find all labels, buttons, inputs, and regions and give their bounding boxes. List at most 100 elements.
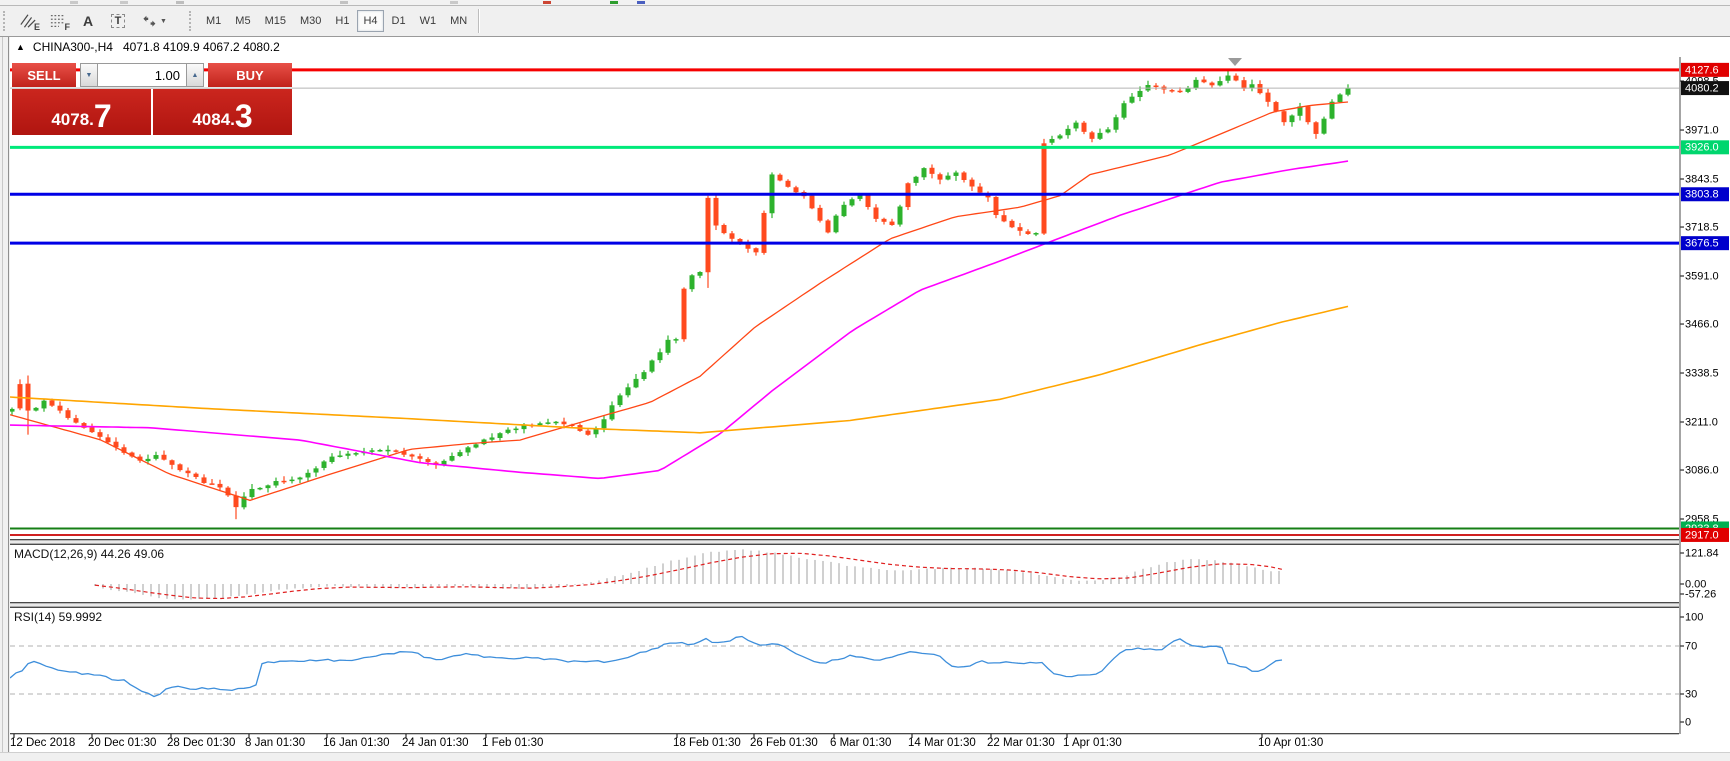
price-badge-4127.6: 4127.6: [1681, 62, 1729, 77]
tf-button-M5[interactable]: M5: [229, 10, 256, 32]
macd-label: MACD(12,26,9) 44.26 49.06: [14, 547, 165, 561]
svg-text:3803.8: 3803.8: [1685, 189, 1719, 201]
moving-average-med: [10, 160, 1349, 480]
collapse-arrow-icon[interactable]: ▲: [16, 42, 25, 52]
dropdown-caret-icon: ▼: [160, 17, 167, 25]
tf-button-M15[interactable]: M15: [259, 10, 292, 32]
svg-text:8 Jan 01:30: 8 Jan 01:30: [245, 737, 305, 749]
toolbar-grip[interactable]: [3, 11, 8, 31]
toolbar-fragment: [637, 1, 645, 4]
buy-price-display[interactable]: 4084. 3: [153, 89, 292, 135]
svg-text:1 Feb 01:30: 1 Feb 01:30: [482, 737, 543, 749]
svg-text:3843.5: 3843.5: [1685, 173, 1719, 185]
volume-input[interactable]: [98, 63, 186, 87]
tf-button-MN[interactable]: MN: [444, 10, 473, 32]
window-bottom-edge: [0, 752, 1730, 761]
fibonacci-icon: [50, 15, 64, 27]
macd-histogram: [94, 549, 1280, 600]
svg-text:2917.0: 2917.0: [1685, 529, 1719, 541]
window-left-border: [2, 37, 3, 752]
svg-text:24 Jan 01:30: 24 Jan 01:30: [402, 737, 469, 749]
svg-text:16 Jan 01:30: 16 Jan 01:30: [323, 737, 390, 749]
svg-text:3971.0: 3971.0: [1685, 124, 1719, 136]
svg-text:4127.6: 4127.6: [1685, 64, 1719, 76]
svg-text:20 Dec 01:30: 20 Dec 01:30: [88, 737, 156, 749]
buy-button[interactable]: BUY: [208, 63, 292, 87]
price-badge-2917.0: 2917.0: [1681, 527, 1729, 542]
chart-canvas[interactable]: 4098.53971.03843.53718.53591.03466.03338…: [0, 57, 1730, 752]
channel-icon: [20, 14, 36, 28]
svg-text:100: 100: [1685, 611, 1703, 623]
tf-button-W1[interactable]: W1: [414, 10, 443, 32]
toolbar-fragment: [610, 1, 618, 4]
volume-increase-button[interactable]: ▲: [186, 63, 204, 87]
text-label-button[interactable]: A: [73, 9, 103, 33]
fibonacci-icon-letter: F: [64, 22, 71, 32]
text-box-button[interactable]: T: [103, 9, 133, 33]
svg-text:3676.5: 3676.5: [1685, 238, 1719, 250]
chart-shift-marker-icon: [1228, 58, 1242, 66]
svg-text:4080.2: 4080.2: [1685, 82, 1719, 94]
price-badge-4080.2: 4080.2: [1681, 81, 1729, 96]
svg-text:121.84: 121.84: [1685, 547, 1719, 559]
tf-button-D1[interactable]: D1: [386, 10, 412, 32]
spinner-up-icon: ▲: [191, 71, 199, 79]
tf-button-M1[interactable]: M1: [200, 10, 227, 32]
equidistant-channel-button[interactable]: E: [13, 9, 43, 33]
fibonacci-button[interactable]: F: [43, 9, 73, 33]
tf-button-H1[interactable]: H1: [329, 10, 355, 32]
toolbar-fragment: [120, 1, 128, 4]
volume-decrease-button[interactable]: ▼: [80, 63, 98, 87]
timeframe-button-group: M1 M5 M15 M30 H1 H4 D1 W1 MN: [199, 10, 474, 32]
arrows-objects-button[interactable]: ▼: [133, 9, 175, 33]
moving-average-fast: [10, 101, 1349, 502]
svg-text:10 Apr 01:30: 10 Apr 01:30: [1258, 737, 1323, 749]
svg-text:22 Mar 01:30: 22 Mar 01:30: [987, 737, 1055, 749]
svg-text:3338.5: 3338.5: [1685, 367, 1719, 379]
price-axis: 4098.53971.03843.53718.53591.03466.03338…: [1680, 75, 1719, 728]
svg-text:14 Mar 01:30: 14 Mar 01:30: [908, 737, 976, 749]
toolbar-fragment: [543, 1, 551, 4]
tf-button-H4[interactable]: H4: [357, 10, 384, 32]
rsi-line: [10, 635, 1283, 698]
price-badge-3676.5: 3676.5: [1681, 236, 1729, 251]
toolbar-fragment: [450, 1, 458, 4]
text-label-icon: A: [82, 13, 94, 29]
moving-average-slow: [10, 305, 1349, 434]
one-click-trading-panel: SELL ▼ ▲ BUY 4078. 7 4084. 3: [12, 63, 292, 135]
toolbar-fragment: [176, 1, 184, 4]
macd-signal-line: [94, 552, 1284, 600]
toolbar-fragment: [340, 1, 348, 4]
svg-text:3466.0: 3466.0: [1685, 318, 1719, 330]
window-left-border-inner: [8, 37, 9, 752]
sell-price-display[interactable]: 4078. 7: [12, 89, 151, 135]
svg-text:3718.5: 3718.5: [1685, 221, 1719, 233]
toolbar-fragment: [70, 1, 78, 4]
toolbar-grip[interactable]: [189, 11, 194, 31]
tf-button-M30[interactable]: M30: [294, 10, 327, 32]
chart-ohlc-values: 4071.8 4109.9 4067.2 4080.2: [122, 40, 280, 54]
spinner-down-icon: ▼: [85, 71, 93, 79]
svg-text:30: 30: [1685, 688, 1697, 700]
svg-text:70: 70: [1685, 640, 1697, 652]
buy-price-main: 4084.: [192, 110, 235, 129]
svg-text:3211.0: 3211.0: [1685, 416, 1718, 428]
sell-price-big-digit: 7: [93, 98, 112, 134]
svg-text:3926.0: 3926.0: [1685, 142, 1719, 154]
channel-icon-letter: E: [33, 22, 40, 32]
arrows-icon: [143, 15, 156, 27]
svg-text:6 Mar 01:30: 6 Mar 01:30: [830, 737, 891, 749]
sell-button[interactable]: SELL: [12, 63, 76, 87]
textbox-icon: T: [110, 14, 126, 28]
buy-price-big-digit: 3: [234, 98, 253, 134]
svg-text:0.00: 0.00: [1685, 578, 1706, 590]
price-badge-3803.8: 3803.8: [1681, 187, 1729, 202]
svg-text:-57.26: -57.26: [1685, 588, 1716, 600]
sell-price-main: 4078.: [51, 110, 94, 129]
price-badge-3926.0: 3926.0: [1681, 140, 1729, 155]
svg-text:3591.0: 3591.0: [1685, 270, 1719, 282]
svg-text:3086.0: 3086.0: [1685, 464, 1719, 476]
svg-text:1 Apr 01:30: 1 Apr 01:30: [1063, 737, 1122, 749]
toolbar-separator: [478, 9, 481, 33]
